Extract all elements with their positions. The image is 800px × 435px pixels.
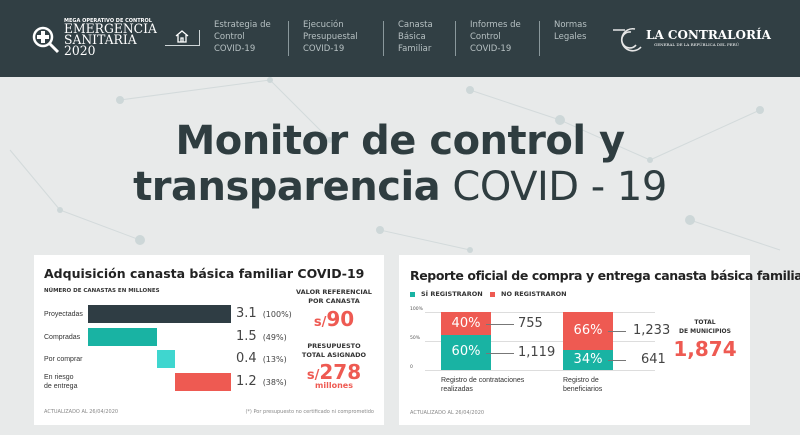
footnote: (*) Por presupuesto no certificado ni co… bbox=[245, 409, 374, 415]
hero-title-line2: transparencia COVID - 19 bbox=[133, 164, 667, 210]
total-value: 1,874 bbox=[673, 337, 737, 361]
ref-value: s/90 bbox=[313, 307, 355, 331]
no-count: 1,233 bbox=[633, 323, 671, 339]
bar-0 bbox=[88, 305, 231, 323]
contraloria-logo[interactable]: LA CONTRALORÍA GENERAL DE LA REPÚBLICA D… bbox=[613, 26, 771, 56]
bar-1 bbox=[88, 328, 157, 346]
hero-title-line1: Monitor de control y bbox=[175, 118, 625, 164]
connector bbox=[608, 360, 626, 362]
axis-label: 100% bbox=[410, 307, 423, 312]
nav-canasta[interactable]: Canasta Básica Familiar bbox=[398, 20, 433, 54]
bar-si-registraron: 60% bbox=[441, 335, 491, 370]
contraloria-emblem-icon bbox=[613, 27, 642, 52]
bar-3 bbox=[175, 373, 231, 391]
connector bbox=[608, 331, 626, 333]
row-label: Proyectadas bbox=[44, 311, 83, 318]
row-value: 1.5 (49%) bbox=[236, 329, 287, 344]
bar-no-registraron: 66% bbox=[563, 312, 613, 351]
logo-line2: SANITARIA bbox=[64, 33, 137, 48]
updated-date: ACTUALIZADO AL 26/04/2020 bbox=[410, 410, 485, 416]
gridline bbox=[425, 370, 655, 371]
axis-label: 0 bbox=[410, 365, 413, 370]
budget-value: s/278 bbox=[306, 360, 362, 384]
legend-swatch bbox=[410, 291, 415, 297]
nav-normas[interactable]: Normas Legales bbox=[554, 20, 587, 42]
row-value: 1.2 (38%) bbox=[236, 374, 287, 389]
row-label: En riesgo de entrega bbox=[44, 374, 78, 390]
connector bbox=[486, 352, 514, 354]
no-count: 755 bbox=[518, 315, 543, 331]
nav-divider bbox=[383, 21, 384, 56]
logo-line3: 2020 bbox=[64, 44, 96, 59]
row-value: 0.4 (13%) bbox=[236, 351, 287, 366]
nav-ejecucion[interactable]: Ejecución Presupuestal COVID-19 bbox=[303, 20, 358, 54]
gridline bbox=[425, 312, 655, 313]
top-navbar: MEGA OPERATIVO DE CONTROL EMERGENCIA SAN… bbox=[0, 0, 800, 77]
bar-no-registraron: 40% bbox=[441, 312, 491, 336]
logo-line1: EMERGENCIA bbox=[64, 22, 157, 37]
bar-2 bbox=[157, 350, 176, 368]
card-reporte: Reporte oficial de compra y entrega cana… bbox=[399, 255, 800, 425]
nav-divider bbox=[288, 21, 289, 56]
axis-label: 50% bbox=[410, 336, 421, 341]
connector bbox=[486, 323, 514, 325]
card-title: Reporte oficial de compra y entrega cana… bbox=[410, 268, 800, 283]
home-button[interactable] bbox=[165, 30, 200, 46]
si-count: 641 bbox=[641, 352, 666, 368]
ref-label: VALOR REFERENCIAL POR CANASTA bbox=[296, 288, 372, 305]
budget-label: PRESUPUESTO TOTAL ASIGNADO bbox=[301, 342, 367, 359]
card-title: Adquisición canasta básica familiar COVI… bbox=[44, 266, 365, 281]
nav-estrategia[interactable]: Estrategia de Control COVID-19 bbox=[214, 20, 271, 54]
bar-si-registraron: 34% bbox=[563, 350, 613, 370]
row-label: Compradas bbox=[44, 334, 81, 341]
si-count: 1,119 bbox=[518, 344, 556, 360]
budget-unit: millones bbox=[315, 381, 353, 390]
bar-category-label: Registro de contrataciones realizadas bbox=[441, 377, 525, 393]
total-label: TOTAL DE MUNICIPIOS bbox=[679, 319, 731, 335]
gridline bbox=[425, 341, 655, 342]
row-value: 3.1 (100%) bbox=[236, 306, 292, 321]
legend-si: SÍ REGISTRARON bbox=[410, 290, 483, 298]
nav-divider bbox=[455, 21, 456, 56]
nav-informes[interactable]: Informes de Control COVID-19 bbox=[470, 20, 521, 54]
nav-divider bbox=[539, 21, 540, 56]
legend-swatch bbox=[490, 291, 495, 297]
bar-category-label: Registro de beneficiarios bbox=[563, 377, 603, 393]
home-icon bbox=[175, 30, 189, 43]
card-subtitle: NÚMERO DE CANASTAS EN MILLONES bbox=[44, 288, 160, 294]
medical-search-icon bbox=[32, 26, 60, 54]
row-label: Por comprar bbox=[44, 356, 83, 363]
legend-no: NO REGISTRARON bbox=[490, 290, 567, 298]
card-adquisicion: Adquisición canasta básica familiar COVI… bbox=[34, 255, 384, 425]
updated-date: ACTUALIZADO AL 26/04/2020 bbox=[44, 409, 119, 415]
